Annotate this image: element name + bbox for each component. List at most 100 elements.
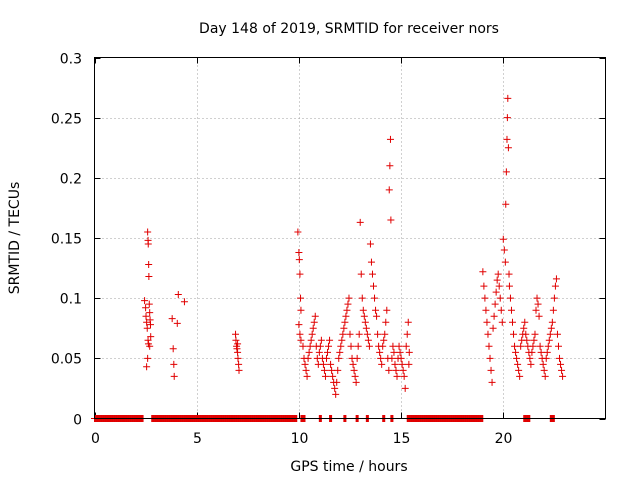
data-point (400, 372, 408, 380)
data-point (527, 360, 535, 368)
data-point (507, 306, 515, 314)
x-tick-label: 5 (193, 431, 202, 447)
data-point (494, 270, 502, 278)
data-point (523, 336, 531, 344)
data-point (485, 342, 493, 350)
data-point (532, 306, 540, 314)
data-point (506, 294, 514, 302)
data-point (169, 345, 177, 353)
data-point (510, 330, 518, 338)
data-point (296, 270, 304, 278)
y-tick-label: 0.05 (51, 352, 82, 368)
data-point (504, 144, 512, 152)
data-point (295, 248, 303, 256)
data-point (551, 282, 559, 290)
data-point (520, 324, 528, 332)
data-point (305, 348, 313, 356)
data-point (334, 366, 342, 374)
data-point (556, 354, 564, 362)
data-point (147, 333, 155, 341)
data-point (144, 354, 152, 362)
data-point (145, 273, 153, 281)
data-point (145, 260, 153, 268)
data-point (529, 342, 537, 350)
data-point (180, 298, 188, 306)
y-tick-label: 0.2 (60, 172, 82, 188)
data-point (504, 94, 512, 102)
data-point (307, 336, 315, 344)
data-point (370, 282, 378, 290)
data-point (531, 330, 539, 338)
data-point (558, 366, 566, 374)
data-point (302, 366, 310, 374)
data-point (371, 294, 379, 302)
data-point (488, 378, 496, 386)
data-point (546, 330, 554, 338)
y-tick-label: 0.3 (60, 52, 82, 68)
data-point (557, 360, 565, 368)
x-tick-label: 10 (291, 431, 309, 447)
data-point (142, 312, 150, 320)
data-point (480, 282, 488, 290)
data-point (297, 336, 305, 344)
axis-ticks: 0 5 10 15 20 0 0.05 0.1 0.15 0.2 0.25 0.3 (51, 52, 606, 447)
data-point (356, 218, 364, 226)
data-point (295, 321, 303, 329)
data-point (517, 342, 525, 350)
data-points (91, 94, 567, 422)
data-point (320, 366, 328, 374)
data-point (387, 216, 395, 224)
data-point (512, 348, 520, 356)
data-point (333, 378, 341, 386)
data-point (338, 336, 346, 344)
data-point (361, 318, 369, 326)
data-point (322, 354, 330, 362)
data-point (168, 315, 176, 323)
data-point (393, 372, 401, 380)
data-point (299, 342, 307, 350)
data-point (403, 330, 411, 338)
data-point (505, 282, 513, 290)
y-tick-label: 0.15 (51, 232, 82, 248)
data-point (385, 186, 393, 194)
data-point (530, 336, 538, 344)
data-point (296, 330, 304, 338)
data-point (146, 342, 154, 350)
y-tick-label: 0.1 (60, 292, 82, 308)
data-point (311, 312, 319, 320)
data-point (404, 318, 412, 326)
data-point (511, 342, 519, 350)
data-point (297, 294, 305, 302)
data-point (389, 342, 397, 350)
data-point (234, 348, 242, 356)
data-point (145, 300, 153, 308)
data-point (405, 348, 413, 356)
data-point (372, 306, 380, 314)
data-point (349, 360, 357, 368)
data-point (522, 330, 530, 338)
data-point (144, 228, 152, 236)
data-point (497, 306, 505, 314)
data-point (402, 342, 410, 350)
data-point (374, 330, 382, 338)
data-point (554, 342, 562, 350)
data-point (536, 342, 544, 350)
data-point (487, 366, 495, 374)
data-point (332, 390, 340, 398)
data-point (545, 336, 553, 344)
data-point (513, 354, 521, 362)
data-point (142, 304, 150, 312)
data-point (479, 268, 487, 276)
y-tick-label: 0.25 (51, 112, 82, 128)
data-point (234, 354, 242, 362)
data-point (336, 348, 344, 356)
data-point (170, 360, 178, 368)
x-axis-label: GPS time / hours (290, 459, 407, 475)
data-point (382, 318, 390, 326)
data-point (347, 342, 355, 350)
data-point (335, 354, 343, 362)
data-point (537, 348, 545, 356)
data-point (482, 306, 490, 314)
data-point (357, 270, 365, 278)
